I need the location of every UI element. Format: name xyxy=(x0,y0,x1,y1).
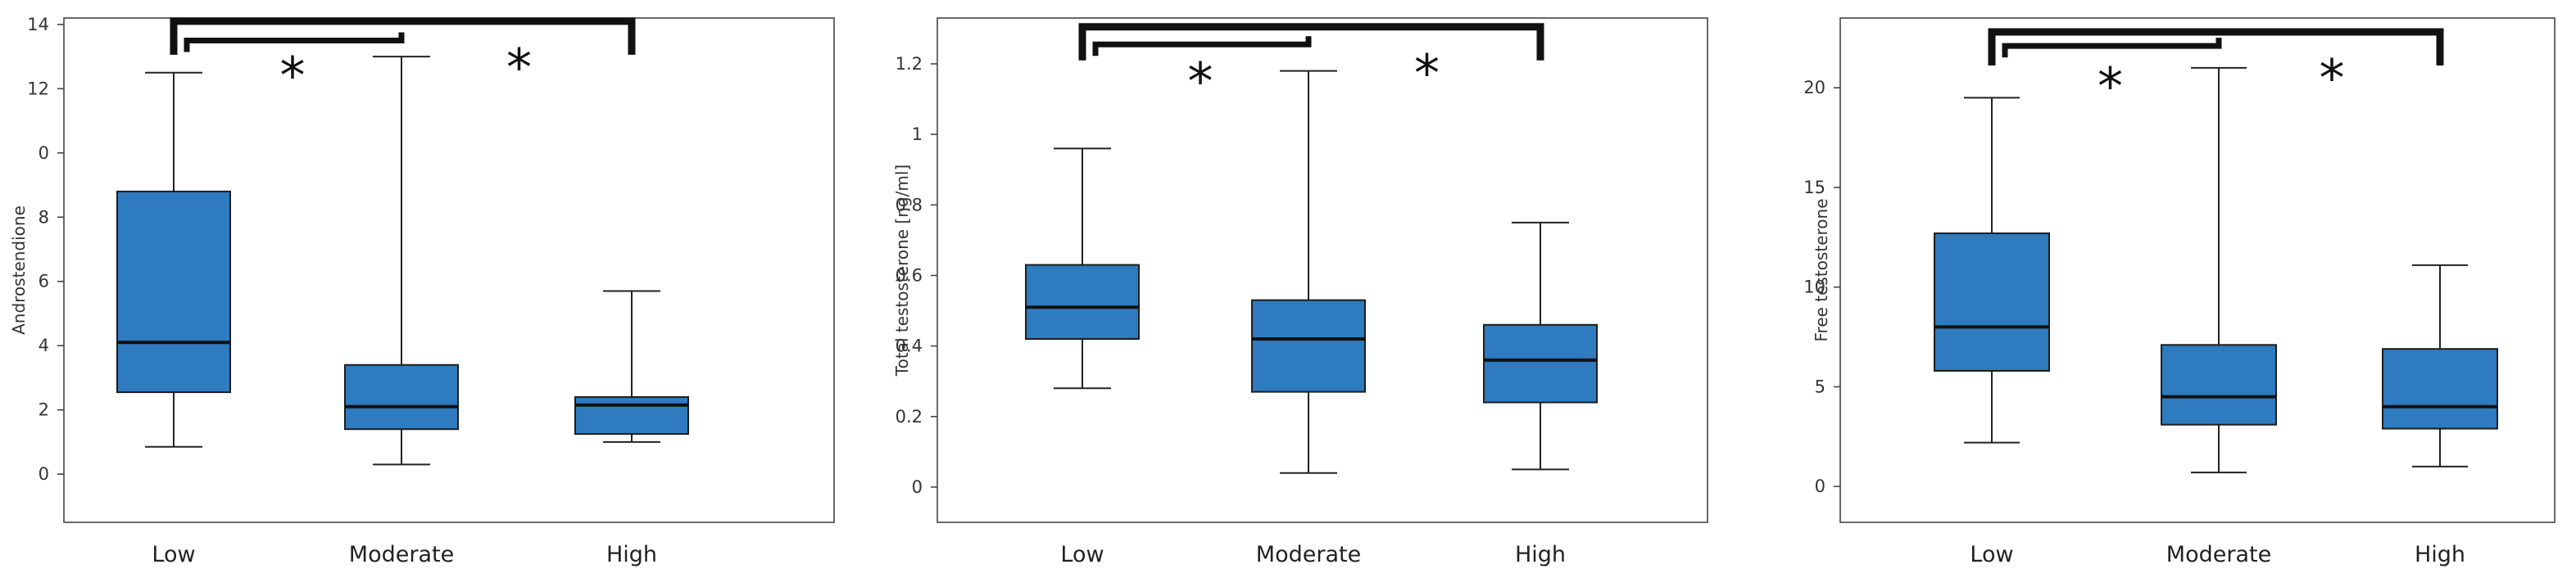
iqr-box xyxy=(2161,344,2277,426)
y-tick-label: 0.6 xyxy=(896,265,923,285)
x-category-label: Moderate xyxy=(1256,542,1361,567)
bracket-low-high xyxy=(1078,23,1544,61)
plot-frame xyxy=(1839,17,2556,523)
iqr-box xyxy=(1483,323,1598,404)
chart-panel-1: 0 2 4 6 8 0 12 14 Androstendione Low Moderate High *… xyxy=(9,15,835,567)
y-tick-label: 0 xyxy=(1815,476,1825,496)
y-tick-label: 15 xyxy=(1803,178,1825,197)
y-tick-label: 10 xyxy=(1803,278,1825,297)
plot-frame xyxy=(937,17,1708,523)
y-tick-label: 14 xyxy=(27,15,49,34)
significance-star: * xyxy=(506,38,532,97)
box-low xyxy=(1025,147,1140,390)
bracket-low-moderate xyxy=(2002,38,2222,58)
significance-star: * xyxy=(2320,48,2345,108)
y-tick-label: 0 xyxy=(39,143,49,163)
box-moderate xyxy=(2161,66,2277,474)
box-low xyxy=(116,71,231,448)
x-category-label: Moderate xyxy=(2166,542,2271,567)
bracket-low-high xyxy=(1988,28,2444,66)
iqr-box xyxy=(1025,264,1140,340)
x-category-label: High xyxy=(606,542,657,567)
x-category-label: High xyxy=(2415,542,2465,567)
box-high xyxy=(2382,264,2498,467)
iqr-box xyxy=(1251,299,1366,393)
y-tick-label: 1 xyxy=(912,124,923,144)
iqr-box xyxy=(2382,348,2498,430)
y-axis-label: Total testosterone [ng/ml] xyxy=(892,165,912,377)
y-tick-label: 0.2 xyxy=(896,407,923,427)
iqr-box xyxy=(344,364,459,431)
significance-star: * xyxy=(1188,52,1213,111)
iqr-box xyxy=(574,395,689,436)
y-tick-label: 20 xyxy=(1803,78,1825,97)
y-tick-label: 4 xyxy=(39,336,49,355)
box-high xyxy=(1483,221,1598,471)
significance-star: * xyxy=(1414,43,1440,103)
y-tick-label: 0 xyxy=(912,477,923,497)
significance-star: * xyxy=(2098,56,2123,116)
y-axis-label: Androstendione xyxy=(9,205,29,335)
box-high xyxy=(574,290,689,443)
x-category-label: Low xyxy=(1060,542,1104,567)
iqr-box xyxy=(116,190,231,394)
iqr-box xyxy=(1934,232,2050,372)
y-tick-label: 1.2 xyxy=(896,54,923,74)
box-moderate xyxy=(1251,70,1366,474)
y-tick-label: 2 xyxy=(39,400,49,420)
box-moderate xyxy=(344,56,459,466)
box-low xyxy=(1934,97,2050,444)
y-axis-label: Free testosterone xyxy=(1812,198,1831,341)
chart-panel-2: 0 0.2 0.4 0.6 0.8 1 1.2 Total testosterone [ng/… xyxy=(892,17,1708,567)
significance-star: * xyxy=(280,46,306,106)
bracket-low-high xyxy=(170,17,636,55)
chart-panel-3: 0 5 10 15 20 Free testosterone Low Moderate High… xyxy=(1803,17,2556,567)
x-category-label: Low xyxy=(1970,542,2013,567)
y-tick-label: 5 xyxy=(1815,377,1825,396)
y-tick-label: 6 xyxy=(39,272,49,291)
y-tick-label: 8 xyxy=(39,207,49,227)
x-category-label: High xyxy=(1515,542,1566,567)
y-tick-label: 0.8 xyxy=(896,195,923,214)
x-category-label: Moderate xyxy=(349,542,454,567)
bracket-low-moderate xyxy=(1092,36,1312,56)
x-category-label: Low xyxy=(152,542,195,567)
y-tick-label: 0.4 xyxy=(896,336,923,356)
y-tick-label: 0 xyxy=(39,464,49,484)
y-tick-label: 12 xyxy=(27,79,49,98)
bracket-low-moderate xyxy=(184,32,405,52)
